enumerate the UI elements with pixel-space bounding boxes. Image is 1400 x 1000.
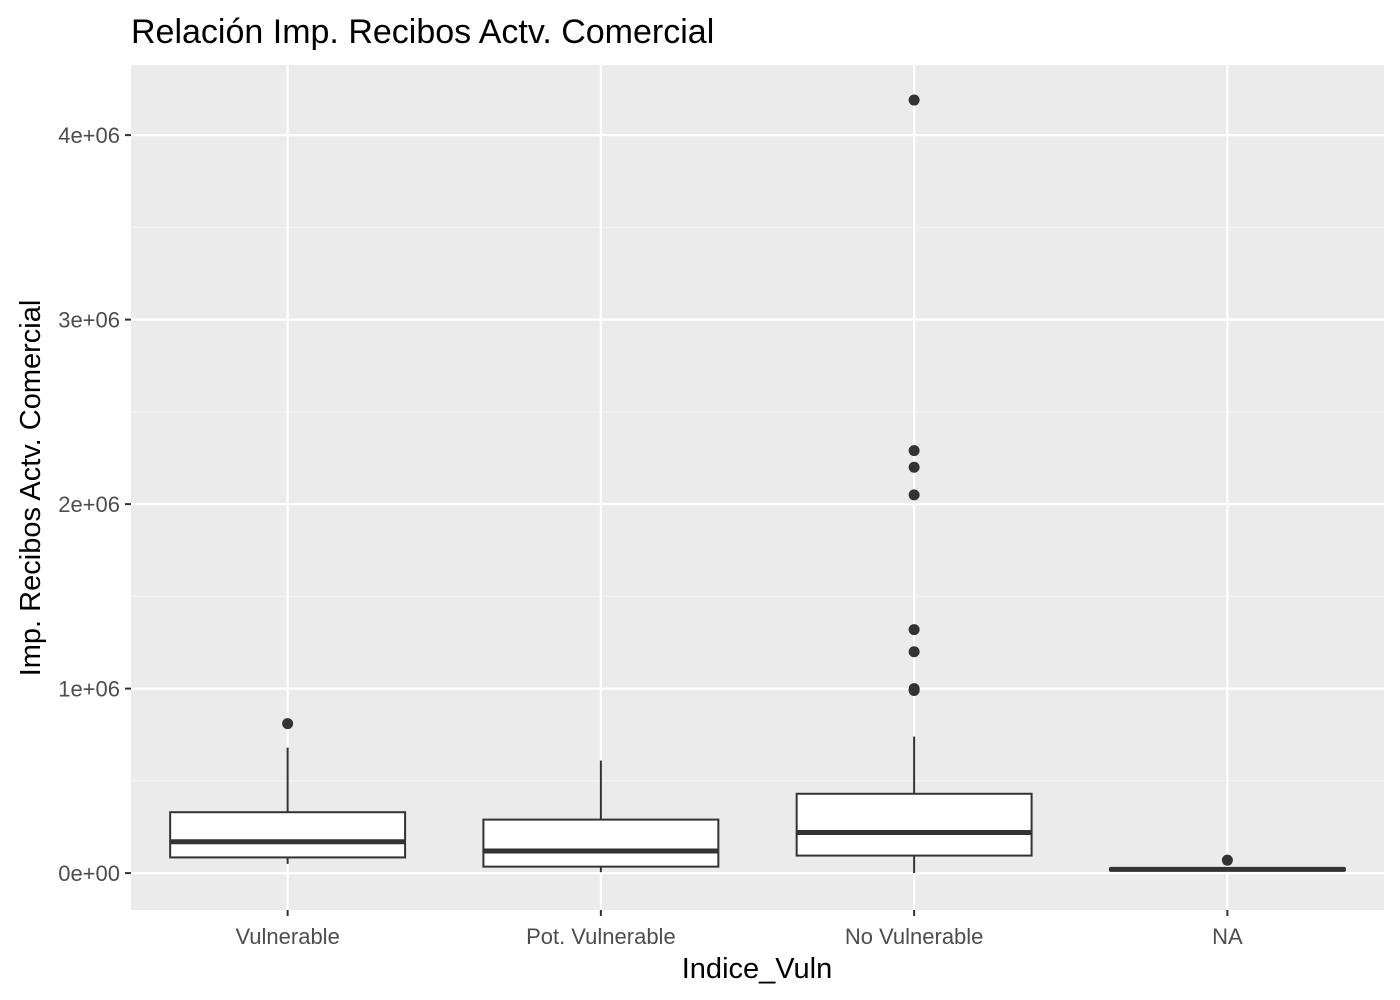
box-iqr — [795, 792, 1033, 857]
y-axis: 0e+00 1e+06 2e+06 3e+06 4e+06 — [58, 123, 131, 886]
outlier-point — [908, 94, 920, 106]
outlier-point — [908, 445, 920, 457]
box-no-vulnerable — [795, 94, 1033, 874]
box-na — [1108, 854, 1346, 872]
box-iqr — [169, 811, 407, 859]
x-tick-label: Pot. Vulnerable — [526, 924, 676, 949]
y-tick-label: 2e+06 — [58, 492, 120, 517]
outlier-point — [908, 646, 920, 658]
outlier-point — [282, 718, 294, 730]
plot-panel — [131, 65, 1384, 910]
y-tick-label: 4e+06 — [58, 123, 120, 148]
y-tick-label: 1e+06 — [58, 677, 120, 702]
outlier-point — [908, 489, 920, 501]
outlier-point — [1221, 854, 1233, 866]
y-axis-title: Imp. Recibos Actv. Comercial — [15, 300, 47, 677]
box-pot-vulnerable — [482, 760, 720, 873]
y-tick-label: 3e+06 — [58, 308, 120, 333]
minor-gridlines — [131, 226, 1384, 782]
x-tick-label: Vulnerable — [235, 924, 339, 949]
x-tick-label: No Vulnerable — [845, 924, 984, 949]
outlier-point — [908, 683, 920, 695]
major-gridlines — [131, 65, 1384, 910]
x-tick-label: NA — [1212, 924, 1243, 949]
box-series — [169, 94, 1346, 874]
box-iqr — [482, 818, 720, 868]
box-vulnerable — [169, 718, 407, 864]
x-axis: Vulnerable Pot. Vulnerable No Vulnerable NA — [235, 910, 1243, 949]
x-axis-title: Indice_Vuln — [682, 953, 832, 985]
outlier-point — [908, 624, 920, 636]
chart-title: Relación Imp. Recibos Actv. Comercial — [131, 13, 714, 51]
y-tick-label: 0e+00 — [58, 861, 120, 886]
outlier-point — [908, 461, 920, 473]
